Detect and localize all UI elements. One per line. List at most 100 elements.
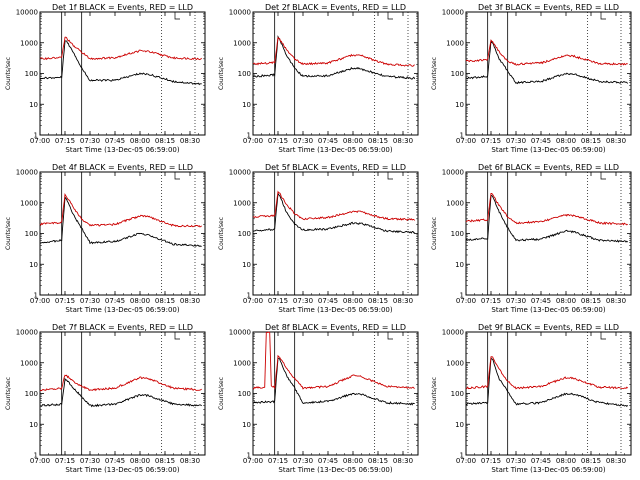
x-tick-label: 08:30 xyxy=(393,137,413,145)
x-tick-label: 08:15 xyxy=(368,137,388,145)
y-tick-label: 1000 xyxy=(20,39,38,47)
y-tick-label: 1 xyxy=(460,452,464,460)
x-tick-label: 08:30 xyxy=(180,457,200,465)
detector-panel: Det 9f BLACK = Events, RED = LLD Counts/s… xyxy=(426,320,639,480)
y-tick-label: 10 xyxy=(29,421,38,429)
plot-frame xyxy=(39,11,206,136)
x-tick-label: 08:00 xyxy=(556,457,576,465)
y-tick-label: 10 xyxy=(29,101,38,109)
y-tick-label: 100 xyxy=(238,390,251,398)
x-tick-label: 08:30 xyxy=(180,137,200,145)
y-tick-label: 10 xyxy=(242,101,251,109)
x-tick-label: 08:15 xyxy=(581,457,601,465)
y-axis-label: Counts/sec xyxy=(431,57,438,90)
events-series-line xyxy=(465,194,629,243)
plot-frame xyxy=(465,331,632,456)
plot-frame xyxy=(252,331,419,456)
y-tick-label: 10 xyxy=(242,421,251,429)
chart-title: Det 4f BLACK = Events, RED = LLD xyxy=(52,163,193,172)
chart-title: Det 3f BLACK = Events, RED = LLD xyxy=(478,3,619,12)
x-axis-label: Start Time (13-Dec-05 06:59:00) xyxy=(278,306,392,314)
x-tick-label: 07:00 xyxy=(456,137,476,145)
x-axis-label: Start Time (13-Dec-05 06:59:00) xyxy=(65,146,179,154)
x-tick-label: 08:00 xyxy=(343,297,363,305)
events-series-line xyxy=(465,40,629,85)
lld-series-line xyxy=(252,190,416,221)
lld-series-line xyxy=(465,39,628,66)
lld-series-line xyxy=(252,36,415,67)
x-tick-label: 08:00 xyxy=(343,457,363,465)
x-tick-label: 07:45 xyxy=(318,457,338,465)
y-axis-label: Counts/sec xyxy=(5,57,12,90)
events-series-line xyxy=(39,40,202,86)
x-tick-label: 08:15 xyxy=(368,297,388,305)
x-tick-label: 08:15 xyxy=(155,137,175,145)
corner-bracket xyxy=(387,12,393,20)
y-tick-label: 10000 xyxy=(229,329,251,337)
y-tick-label: 10 xyxy=(242,261,251,269)
x-tick-label: 07:45 xyxy=(318,297,338,305)
x-tick-label: 07:15 xyxy=(481,297,501,305)
x-tick-label: 08:30 xyxy=(606,137,626,145)
x-tick-label: 08:00 xyxy=(130,457,150,465)
events-series-line xyxy=(39,196,202,248)
x-axis-label: Start Time (13-Dec-05 06:59:00) xyxy=(491,306,605,314)
y-tick-label: 10000 xyxy=(442,169,464,177)
plot-frame xyxy=(39,171,206,296)
lld-series-line xyxy=(252,331,415,390)
y-axis-label: Counts/sec xyxy=(431,377,438,410)
detector-panel: Det 7f BLACK = Events, RED = LLD Counts/s… xyxy=(0,320,213,480)
y-tick-label: 100 xyxy=(25,390,38,398)
x-tick-label: 07:15 xyxy=(268,137,288,145)
lld-series-line xyxy=(39,374,202,392)
x-tick-label: 08:15 xyxy=(581,297,601,305)
y-axis-label: Counts/sec xyxy=(5,217,12,250)
x-tick-label: 07:45 xyxy=(318,137,338,145)
plot-frame xyxy=(39,331,206,456)
x-tick-label: 08:00 xyxy=(556,137,576,145)
y-tick-label: 100 xyxy=(25,230,38,238)
corner-bracket xyxy=(600,12,606,20)
x-axis-label: Start Time (13-Dec-05 06:59:00) xyxy=(491,146,605,154)
y-axis-label: Counts/sec xyxy=(218,217,225,250)
y-tick-label: 1000 xyxy=(233,39,251,47)
y-tick-label: 10000 xyxy=(229,169,251,177)
x-tick-label: 08:00 xyxy=(556,297,576,305)
x-tick-label: 07:45 xyxy=(105,457,125,465)
x-tick-label: 07:15 xyxy=(55,457,75,465)
x-tick-label: 07:30 xyxy=(506,457,526,465)
y-tick-label: 10000 xyxy=(442,329,464,337)
y-tick-label: 10000 xyxy=(16,169,38,177)
x-tick-label: 08:15 xyxy=(581,137,601,145)
lld-series-line xyxy=(465,193,628,226)
corner-bracket xyxy=(174,172,180,180)
y-tick-label: 1000 xyxy=(233,359,251,367)
detector-chart: Det 4f BLACK = Events, RED = LLD Counts/s… xyxy=(5,163,206,314)
detector-chart: Det 3f BLACK = Events, RED = LLD Counts/s… xyxy=(431,3,632,154)
x-tick-label: 07:00 xyxy=(456,457,476,465)
x-tick-label: 08:00 xyxy=(130,297,150,305)
x-axis-label: Start Time (13-Dec-05 06:59:00) xyxy=(278,466,392,474)
y-tick-label: 10 xyxy=(455,101,464,109)
x-axis-label: Start Time (13-Dec-05 06:59:00) xyxy=(491,466,605,474)
y-tick-label: 1 xyxy=(34,292,38,300)
lld-series-line xyxy=(39,36,202,61)
corner-bracket xyxy=(387,332,393,340)
detector-chart: Det 1f BLACK = Events, RED = LLD Counts/s… xyxy=(5,3,206,154)
y-tick-label: 1000 xyxy=(20,359,38,367)
x-tick-label: 07:30 xyxy=(293,457,313,465)
x-tick-label: 07:00 xyxy=(456,297,476,305)
x-tick-label: 08:15 xyxy=(155,457,175,465)
detector-panel: Det 8f BLACK = Events, RED = LLD Counts/s… xyxy=(213,320,426,480)
corner-bracket xyxy=(174,332,180,340)
x-tick-label: 08:30 xyxy=(393,297,413,305)
chart-title: Det 2f BLACK = Events, RED = LLD xyxy=(265,3,406,12)
chart-title: Det 9f BLACK = Events, RED = LLD xyxy=(478,323,619,332)
detector-panel: Det 5f BLACK = Events, RED = LLD Counts/s… xyxy=(213,160,426,320)
x-tick-label: 08:30 xyxy=(606,457,626,465)
x-tick-label: 08:30 xyxy=(606,297,626,305)
detector-panel: Det 6f BLACK = Events, RED = LLD Counts/s… xyxy=(426,160,639,320)
y-axis-label: Counts/sec xyxy=(218,377,225,410)
chart-title: Det 5f BLACK = Events, RED = LLD xyxy=(265,163,406,172)
